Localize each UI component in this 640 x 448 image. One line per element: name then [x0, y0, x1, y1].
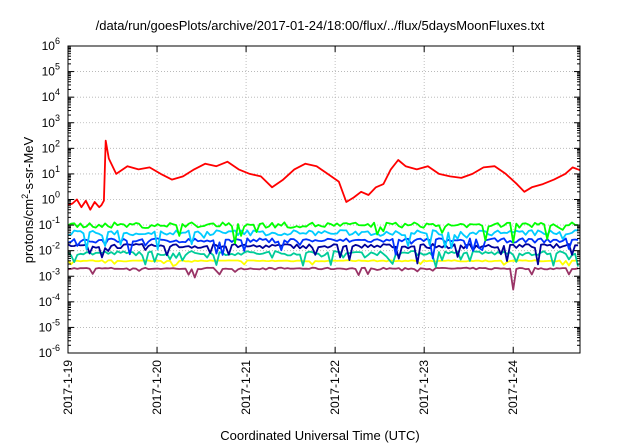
y-tick-label: 101	[42, 164, 60, 181]
series-line	[67, 221, 579, 245]
y-tick-label: 106	[42, 36, 60, 53]
y-tick-label: 105	[42, 62, 60, 79]
grid	[68, 46, 580, 353]
x-axis-label: Coordinated Universal Time (UTC)	[220, 428, 420, 443]
y-tick-label: 104	[42, 87, 60, 104]
y-tick-label: 10-6	[39, 343, 60, 360]
y-tick-label: 10-4	[39, 292, 60, 309]
y-tick-label: 10-1	[39, 215, 60, 232]
x-tick-label: 2017-1-21	[239, 360, 253, 415]
x-axis: 2017-1-19 2017-1-20 2017-1-21 2017-1-22 2017…	[61, 46, 520, 415]
y-axis: 10-6 10-5 10-4 10-3 10-2 10-1 100 101 102 103 104 1…	[39, 36, 580, 360]
series-line	[67, 139, 581, 211]
x-tick-label: 2017-1-20	[150, 360, 164, 415]
y-tick-label: 10-2	[39, 241, 60, 258]
series-line	[67, 266, 579, 291]
series-line	[67, 237, 579, 260]
y-tick-label: 10-5	[39, 317, 60, 334]
series-line	[67, 259, 579, 267]
series-line	[67, 242, 579, 266]
series-line	[67, 229, 579, 251]
x-tick-label: 2017-1-19	[61, 360, 75, 415]
y-tick-label: 10-3	[39, 266, 60, 283]
y-tick-label: 102	[42, 138, 60, 155]
y-tick-label: 100	[42, 190, 60, 207]
series-line	[67, 250, 579, 268]
y-tick-label: 103	[42, 113, 60, 130]
x-tick-label: 2017-1-24	[506, 360, 520, 415]
x-tick-label: 2017-1-22	[328, 360, 342, 415]
series-group	[67, 139, 581, 291]
chart-title: /data/run/goesPlots/archive/2017-01-24/1…	[95, 18, 545, 33]
y-axis-label: protons/cm2-s-sr-MeV	[20, 136, 36, 263]
x-tick-label: 2017-1-23	[417, 360, 431, 415]
